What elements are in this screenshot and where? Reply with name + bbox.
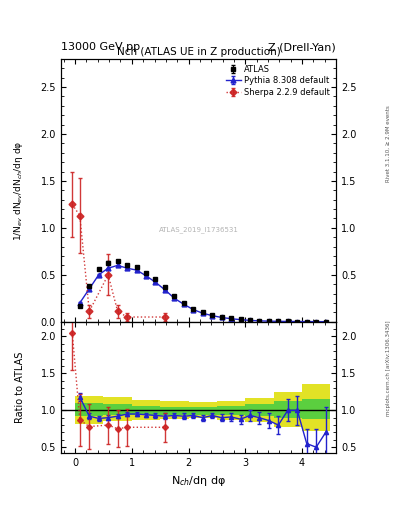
Legend: ATLAS, Pythia 8.308 default, Sherpa 2.2.9 default: ATLAS, Pythia 8.308 default, Sherpa 2.2.…: [224, 63, 332, 98]
Text: Rivet 3.1.10, ≥ 2.9M events: Rivet 3.1.10, ≥ 2.9M events: [386, 105, 391, 182]
Y-axis label: 1/N$_{ev}$ dN$_{ev}$/dN$_{ch}$/dη dφ: 1/N$_{ev}$ dN$_{ev}$/dN$_{ch}$/dη dφ: [12, 140, 25, 241]
Text: ATLAS_2019_I1736531: ATLAS_2019_I1736531: [158, 226, 239, 233]
Title: Nch (ATLAS UE in Z production): Nch (ATLAS UE in Z production): [117, 47, 280, 57]
Y-axis label: Ratio to ATLAS: Ratio to ATLAS: [15, 352, 25, 423]
Text: mcplots.cern.ch [arXiv:1306.3436]: mcplots.cern.ch [arXiv:1306.3436]: [386, 321, 391, 416]
Text: Z (Drell-Yan): Z (Drell-Yan): [268, 42, 336, 52]
Text: 13000 GeV pp: 13000 GeV pp: [61, 42, 140, 52]
X-axis label: N$_{ch}$/dη dφ: N$_{ch}$/dη dφ: [171, 474, 226, 487]
